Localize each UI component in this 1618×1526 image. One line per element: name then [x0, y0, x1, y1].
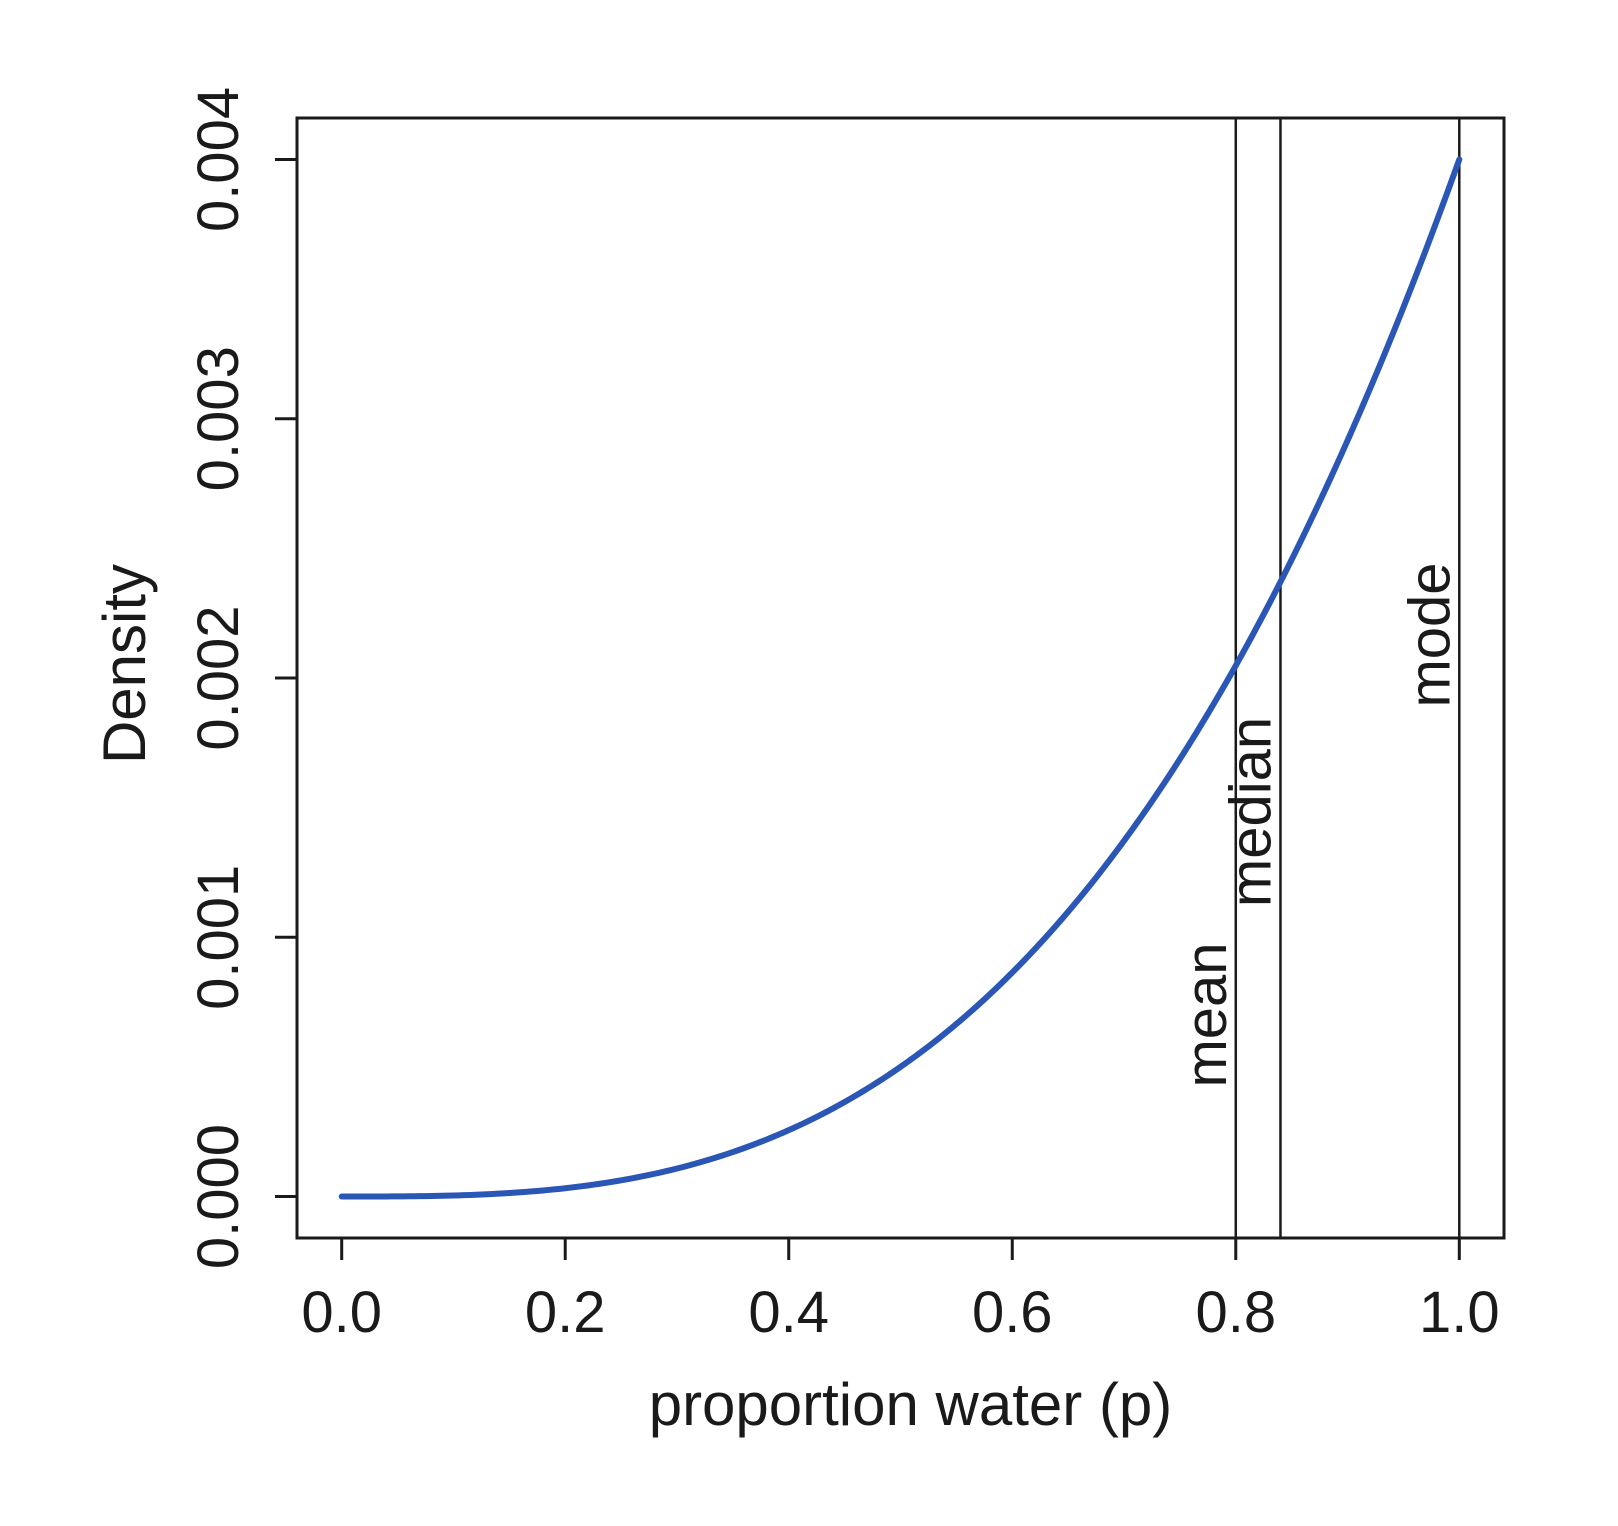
x-tick-label: 0.4	[748, 1280, 829, 1345]
y-tick-label: 0.003	[186, 346, 251, 491]
vline-label-mean: mean	[1174, 942, 1239, 1087]
y-axis-title: Density	[91, 564, 158, 764]
vline-label-mode: mode	[1397, 562, 1462, 707]
summary-lines: mean median mode	[1174, 118, 1462, 1238]
x-tick-label: 0.0	[301, 1280, 382, 1345]
y-tick-label: 0.004	[186, 87, 251, 232]
y-tick-label: 0.000	[186, 1124, 251, 1269]
x-tick-label: 0.6	[972, 1280, 1053, 1345]
density-curve	[338, 156, 1463, 1200]
x-tick-label: 0.2	[525, 1280, 606, 1345]
y-tick-label: 0.001	[186, 865, 251, 1010]
x-tick-label: 0.8	[1195, 1280, 1276, 1345]
y-tick-label: 0.002	[186, 605, 251, 750]
y-axis: 0.000 0.001 0.002 0.003 0.004	[186, 87, 299, 1269]
vline-label-median: median	[1218, 717, 1283, 907]
x-tick-label: 1.0	[1419, 1280, 1500, 1345]
x-axis-title: proportion water (p)	[649, 1371, 1173, 1438]
x-axis: 0.0 0.2 0.4 0.6 0.8 1.0	[301, 1236, 1500, 1345]
